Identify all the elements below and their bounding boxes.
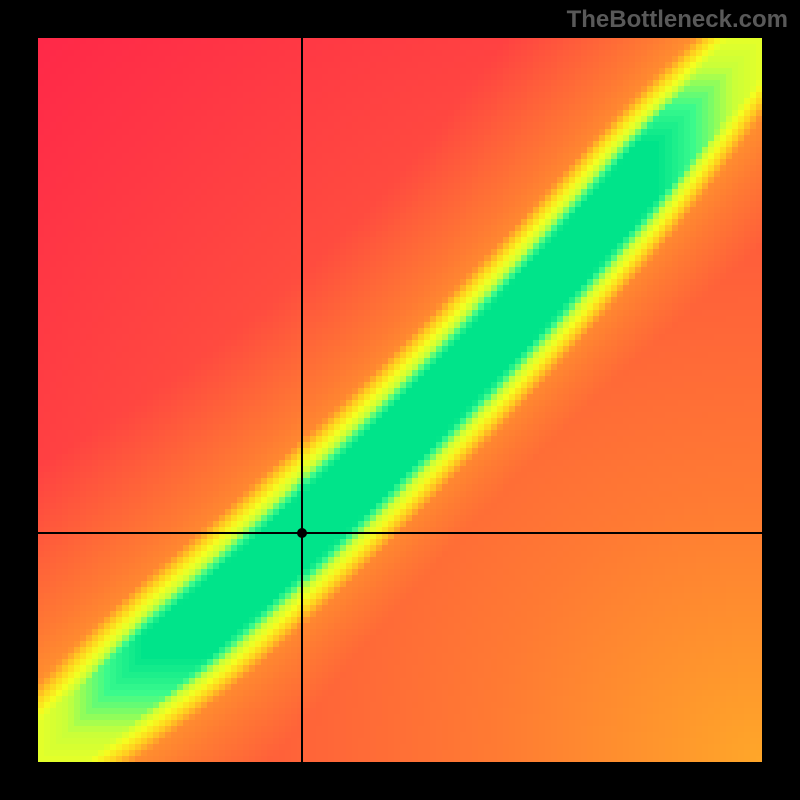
watermark-text: TheBottleneck.com [567,6,788,34]
chart-container: TheBottleneck.com [0,0,800,800]
crosshair-vertical [301,38,303,762]
heatmap-canvas [38,38,762,762]
crosshair-horizontal [38,532,762,534]
